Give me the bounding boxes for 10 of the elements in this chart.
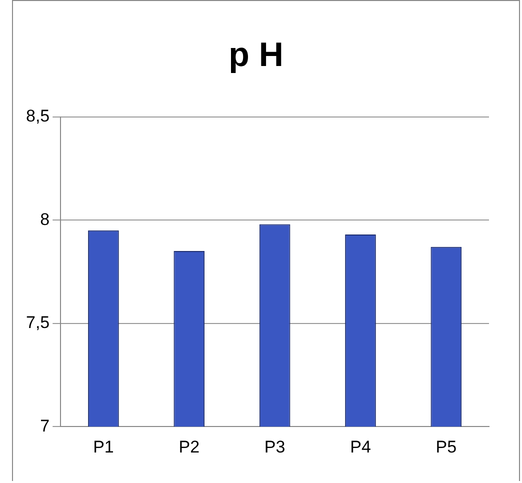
x-tick-label: P3 xyxy=(264,437,286,456)
x-tick-label: P1 xyxy=(93,437,114,456)
x-tick-label: P4 xyxy=(350,437,371,456)
y-tick-label: 7,5 xyxy=(26,313,50,332)
x-tick-label: P5 xyxy=(436,437,457,456)
y-tick-label: 8 xyxy=(40,210,50,229)
chart-title: p H xyxy=(228,36,284,74)
y-tick-label: 8,5 xyxy=(26,106,50,126)
x-tick-label: P2 xyxy=(178,437,200,456)
y-tick-label: 7 xyxy=(40,416,50,436)
